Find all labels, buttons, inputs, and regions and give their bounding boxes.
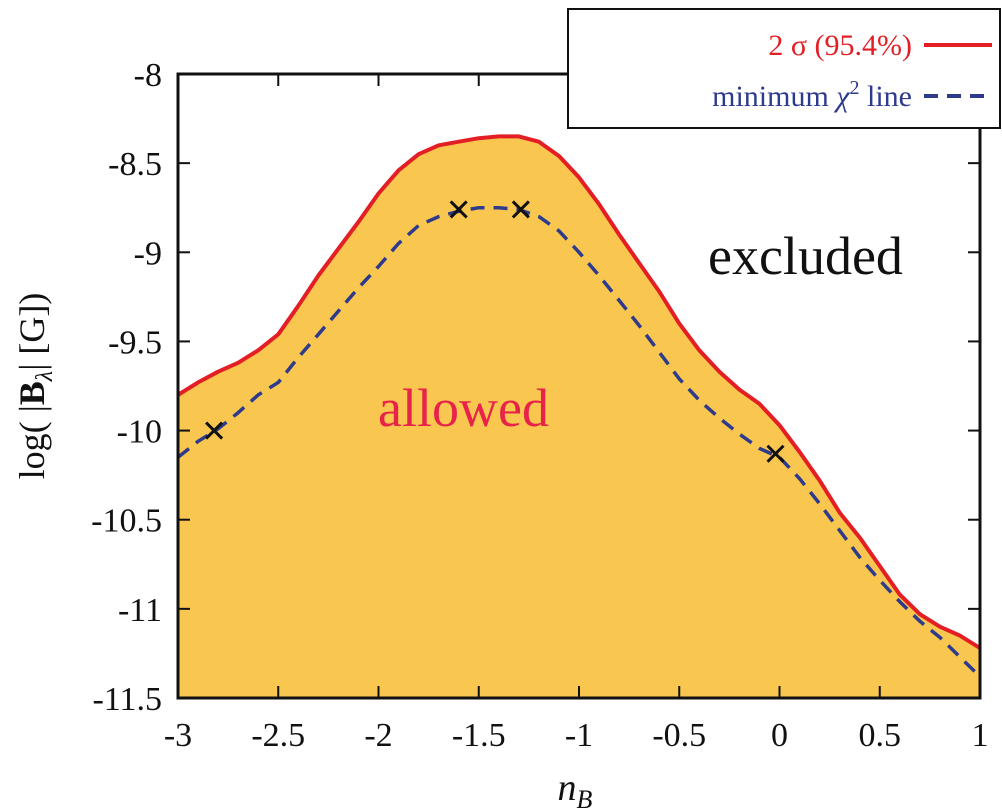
x-tick-label: -2.5 <box>251 717 305 754</box>
y-tick-label: -9.5 <box>108 324 162 361</box>
legend: 2 σ (95.4%) minimum χ2 line <box>567 8 1001 129</box>
y-tick-label: -11.5 <box>92 681 162 718</box>
x-tick-label: 1 <box>972 717 989 754</box>
annotation-allowed: allowed <box>378 378 549 438</box>
series-2sigma-line <box>178 134 980 650</box>
x-tick-label: -1.5 <box>452 717 506 754</box>
x-tick-label: -1 <box>565 717 593 754</box>
x-tick-label: -3 <box>164 717 192 754</box>
axis-ticks: -3 -2.5 -2 -1.5 -1 -0.5 0 0.5 1 -8 -8.5 -9 -9.5 -10 -1… <box>91 57 988 754</box>
x-axis-title: nB <box>558 767 593 812</box>
allowed-region-fill <box>178 136 980 698</box>
marker-cross <box>766 444 785 463</box>
y-tick-label: -11 <box>118 592 162 629</box>
annotation-excluded: excluded <box>708 226 903 286</box>
x-tick-label: 0 <box>771 717 788 754</box>
y-tick-label: -8 <box>134 57 162 94</box>
y-tick-label: -10 <box>117 414 162 451</box>
x-tick-label: -0.5 <box>652 717 706 754</box>
x-tick-label: -2 <box>364 717 392 754</box>
marker-cross <box>511 200 530 219</box>
plot-area <box>178 134 980 698</box>
x-tick-label: 0.5 <box>859 717 902 754</box>
y-axis-title: log( |Bλ| [G]) <box>12 293 58 480</box>
series-min-chi2-line <box>178 205 980 678</box>
legend-box <box>567 8 1001 129</box>
y-tick-label: -10.5 <box>91 503 162 540</box>
marker-cross <box>449 200 468 219</box>
legend-label-2sigma: 2 σ (95.4%) <box>768 29 912 62</box>
legend-label-minchi2: minimum χ2 line <box>712 77 912 113</box>
y-tick-label: -9 <box>134 235 162 272</box>
y-tick-label: -8.5 <box>108 146 162 183</box>
marker-cross <box>205 421 224 440</box>
